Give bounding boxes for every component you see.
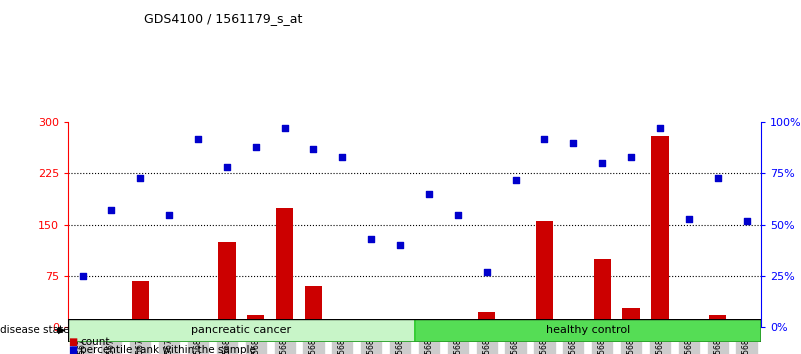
Point xyxy=(336,154,348,160)
Bar xyxy=(622,308,640,327)
Point xyxy=(481,269,493,275)
Point xyxy=(596,160,609,166)
Point xyxy=(625,154,638,160)
Point xyxy=(220,165,233,170)
Point xyxy=(191,136,204,141)
Point xyxy=(278,125,291,131)
Bar xyxy=(415,319,761,342)
Bar xyxy=(449,326,466,327)
Text: pancreatic cancer: pancreatic cancer xyxy=(191,325,292,335)
Bar xyxy=(565,324,582,327)
Text: disease state: disease state xyxy=(0,325,70,335)
Point xyxy=(711,175,724,181)
Point xyxy=(105,207,118,213)
Point xyxy=(567,140,580,145)
Point xyxy=(423,191,436,197)
Bar xyxy=(74,326,91,327)
Bar xyxy=(305,286,322,327)
Point xyxy=(682,216,695,222)
Bar xyxy=(594,259,611,327)
Text: ■: ■ xyxy=(68,345,78,354)
Point xyxy=(538,136,551,141)
Text: ■: ■ xyxy=(68,337,78,347)
Point xyxy=(134,175,147,181)
Bar xyxy=(680,326,698,327)
Bar xyxy=(536,221,553,327)
Point xyxy=(249,144,262,150)
Point xyxy=(654,125,666,131)
Bar xyxy=(247,315,264,327)
Text: count: count xyxy=(80,337,110,347)
Bar xyxy=(276,208,293,327)
Point xyxy=(76,273,89,279)
Text: ▶: ▶ xyxy=(58,325,65,335)
Bar xyxy=(651,136,669,327)
Point xyxy=(452,212,465,217)
Bar xyxy=(189,324,207,327)
Bar xyxy=(507,324,524,327)
Point xyxy=(509,177,522,182)
Bar xyxy=(363,325,380,327)
Point xyxy=(364,236,377,242)
Bar xyxy=(160,326,178,327)
Bar xyxy=(421,324,437,327)
Bar xyxy=(738,324,755,327)
Point xyxy=(307,146,320,152)
Bar xyxy=(709,315,727,327)
Bar xyxy=(478,312,495,327)
Bar xyxy=(392,325,409,327)
Point xyxy=(393,242,406,248)
Text: GDS4100 / 1561179_s_at: GDS4100 / 1561179_s_at xyxy=(144,12,303,25)
Text: healthy control: healthy control xyxy=(545,325,630,335)
Bar xyxy=(68,319,415,342)
Point xyxy=(163,212,175,217)
Bar xyxy=(218,242,235,327)
Text: percentile rank within the sample: percentile rank within the sample xyxy=(80,345,256,354)
Bar xyxy=(103,326,120,327)
Point xyxy=(740,218,753,223)
Bar xyxy=(131,281,149,327)
Bar xyxy=(334,322,351,327)
